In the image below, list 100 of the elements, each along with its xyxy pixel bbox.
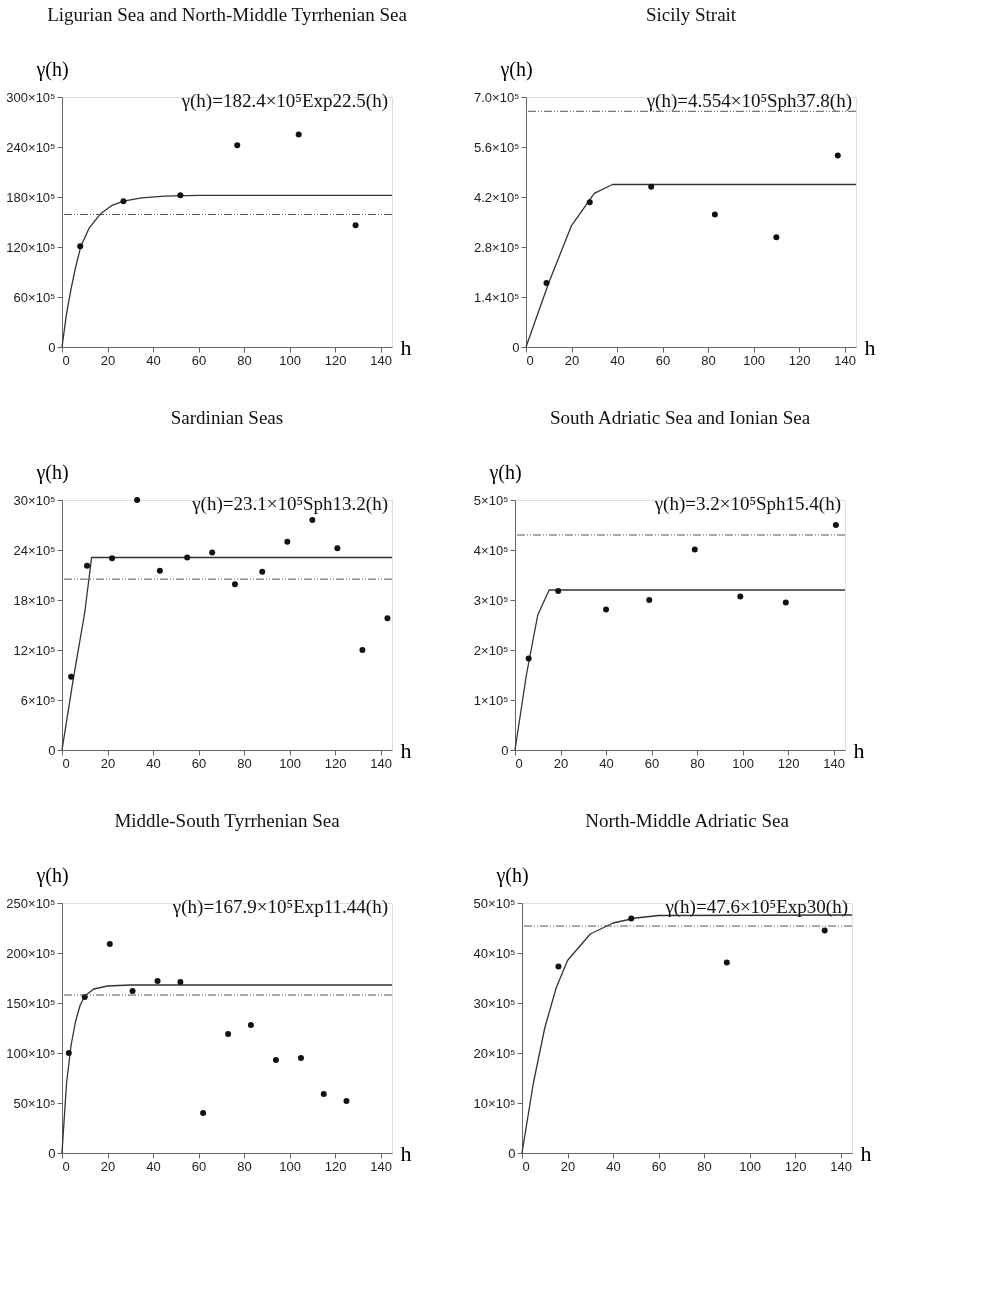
point	[154, 978, 161, 984]
y-tick-label: 3×10⁵	[473, 592, 509, 608]
x-tick-label: 20	[100, 1158, 116, 1174]
x-tick-label: 60	[191, 352, 207, 368]
y-tick-label: 50×10⁵	[473, 895, 516, 911]
x-tick-label: 20	[100, 352, 116, 368]
y-tick-label: 4.2×10⁵	[473, 189, 520, 205]
x-tick-label: 40	[146, 1158, 161, 1174]
x-tick-label: 0	[62, 352, 70, 368]
x-tick-label: 0	[62, 1158, 70, 1174]
y-axis-title: γ(h)	[499, 57, 533, 81]
point	[691, 546, 698, 553]
point	[525, 655, 532, 662]
x-tick-label: 20	[553, 755, 569, 771]
x-tick-label: 80	[697, 1158, 712, 1174]
point	[773, 234, 780, 241]
y-tick-label: 7.0×10⁵	[473, 89, 520, 105]
point	[821, 927, 828, 934]
chart-title: North-Middle Adriatic Sea	[585, 810, 790, 831]
x-tick-label: 140	[830, 1158, 852, 1174]
x-axis-title: h	[400, 1140, 412, 1166]
x-axis-title: h	[860, 1140, 872, 1166]
point	[106, 941, 113, 947]
y-tick-label: 0	[48, 339, 56, 355]
point	[723, 959, 730, 966]
chart-title: Middle-South Tyrrhenian Sea	[114, 810, 341, 831]
x-axis-title: h	[864, 334, 876, 360]
y-tick-label: 5.6×10⁵	[473, 139, 520, 155]
point	[209, 549, 216, 556]
y-axis-title: γ(h)	[35, 863, 69, 887]
point	[177, 192, 184, 199]
x-tick-label: 40	[146, 755, 161, 771]
x-tick-label: 120	[777, 755, 800, 771]
x-tick-label: 60	[655, 352, 671, 368]
y-axis-title: γ(h)	[35, 57, 69, 81]
y-tick-label: 40×10⁵	[473, 945, 516, 961]
y-axis-title: γ(h)	[488, 460, 522, 484]
x-tick-label: 0	[526, 352, 534, 368]
x-tick-label: 100	[732, 755, 754, 771]
x-tick-label: 120	[788, 352, 811, 368]
point	[832, 522, 839, 528]
y-tick-label: 4×10⁵	[473, 542, 509, 558]
point	[231, 581, 238, 588]
point	[352, 222, 359, 229]
x-tick-label: 140	[823, 755, 845, 771]
x-tick-label: 60	[644, 755, 660, 771]
y-tick-label: 200×10⁵	[6, 945, 56, 961]
annotation: γ(h)=3.2×10⁵Sph15.4(h)	[653, 493, 841, 515]
x-tick-label: 100	[279, 755, 301, 771]
y-tick-label: 30×10⁵	[13, 492, 56, 508]
point	[77, 243, 84, 250]
x-tick-label: 80	[690, 755, 705, 771]
point	[543, 280, 550, 287]
point	[156, 567, 163, 574]
x-tick-label: 100	[279, 1158, 301, 1174]
x-tick-label: 40	[610, 352, 625, 368]
point	[284, 538, 291, 545]
point	[586, 199, 593, 206]
x-tick-label: 40	[606, 1158, 621, 1174]
x-tick-label: 0	[522, 1158, 530, 1174]
x-tick-label: 120	[324, 755, 347, 771]
point	[834, 152, 841, 159]
point	[134, 497, 141, 503]
y-tick-label: 20×10⁵	[473, 1045, 516, 1061]
point	[272, 1057, 279, 1063]
x-tick-label: 80	[701, 352, 716, 368]
chart-title: South Adriatic Sea and Ionian Sea	[549, 407, 811, 428]
y-axis-title: γ(h)	[495, 863, 529, 887]
y-tick-label: 240×10⁵	[6, 139, 56, 155]
point	[120, 198, 127, 205]
chart-title: Sicily Strait	[645, 4, 737, 25]
point	[782, 599, 789, 606]
chart-title: Ligurian Sea and North-Middle Tyrrhenian Sea	[47, 4, 408, 25]
y-tick-label: 10×10⁵	[473, 1095, 516, 1111]
point	[109, 555, 116, 562]
y-tick-label: 0	[501, 742, 509, 758]
y-tick-label: 180×10⁵	[6, 189, 56, 205]
point	[84, 562, 91, 569]
point	[247, 1022, 254, 1028]
y-tick-label: 1×10⁵	[473, 692, 509, 708]
x-tick-label: 80	[237, 755, 252, 771]
annotation: γ(h)=167.9×10⁵Exp11.44(h)	[171, 896, 388, 918]
y-tick-label: 18×10⁵	[13, 592, 56, 608]
x-tick-label: 60	[651, 1158, 667, 1174]
point	[129, 988, 136, 994]
y-tick-label: 120×10⁵	[6, 239, 56, 255]
x-tick-label: 80	[237, 352, 252, 368]
y-tick-label: 2×10⁵	[473, 642, 509, 658]
point	[555, 963, 562, 970]
point	[711, 211, 718, 218]
annotation: γ(h)=23.1×10⁵Sph13.2(h)	[191, 493, 388, 515]
point	[737, 593, 744, 600]
x-tick-label: 0	[62, 755, 70, 771]
x-tick-label: 60	[191, 755, 207, 771]
annotation: γ(h)=182.4×10⁵Exp22.5(h)	[180, 90, 388, 112]
x-tick-label: 140	[370, 352, 392, 368]
point	[309, 517, 316, 523]
y-tick-label: 0	[48, 1145, 56, 1161]
x-tick-label: 60	[191, 1158, 207, 1174]
x-axis-title: h	[400, 334, 412, 360]
